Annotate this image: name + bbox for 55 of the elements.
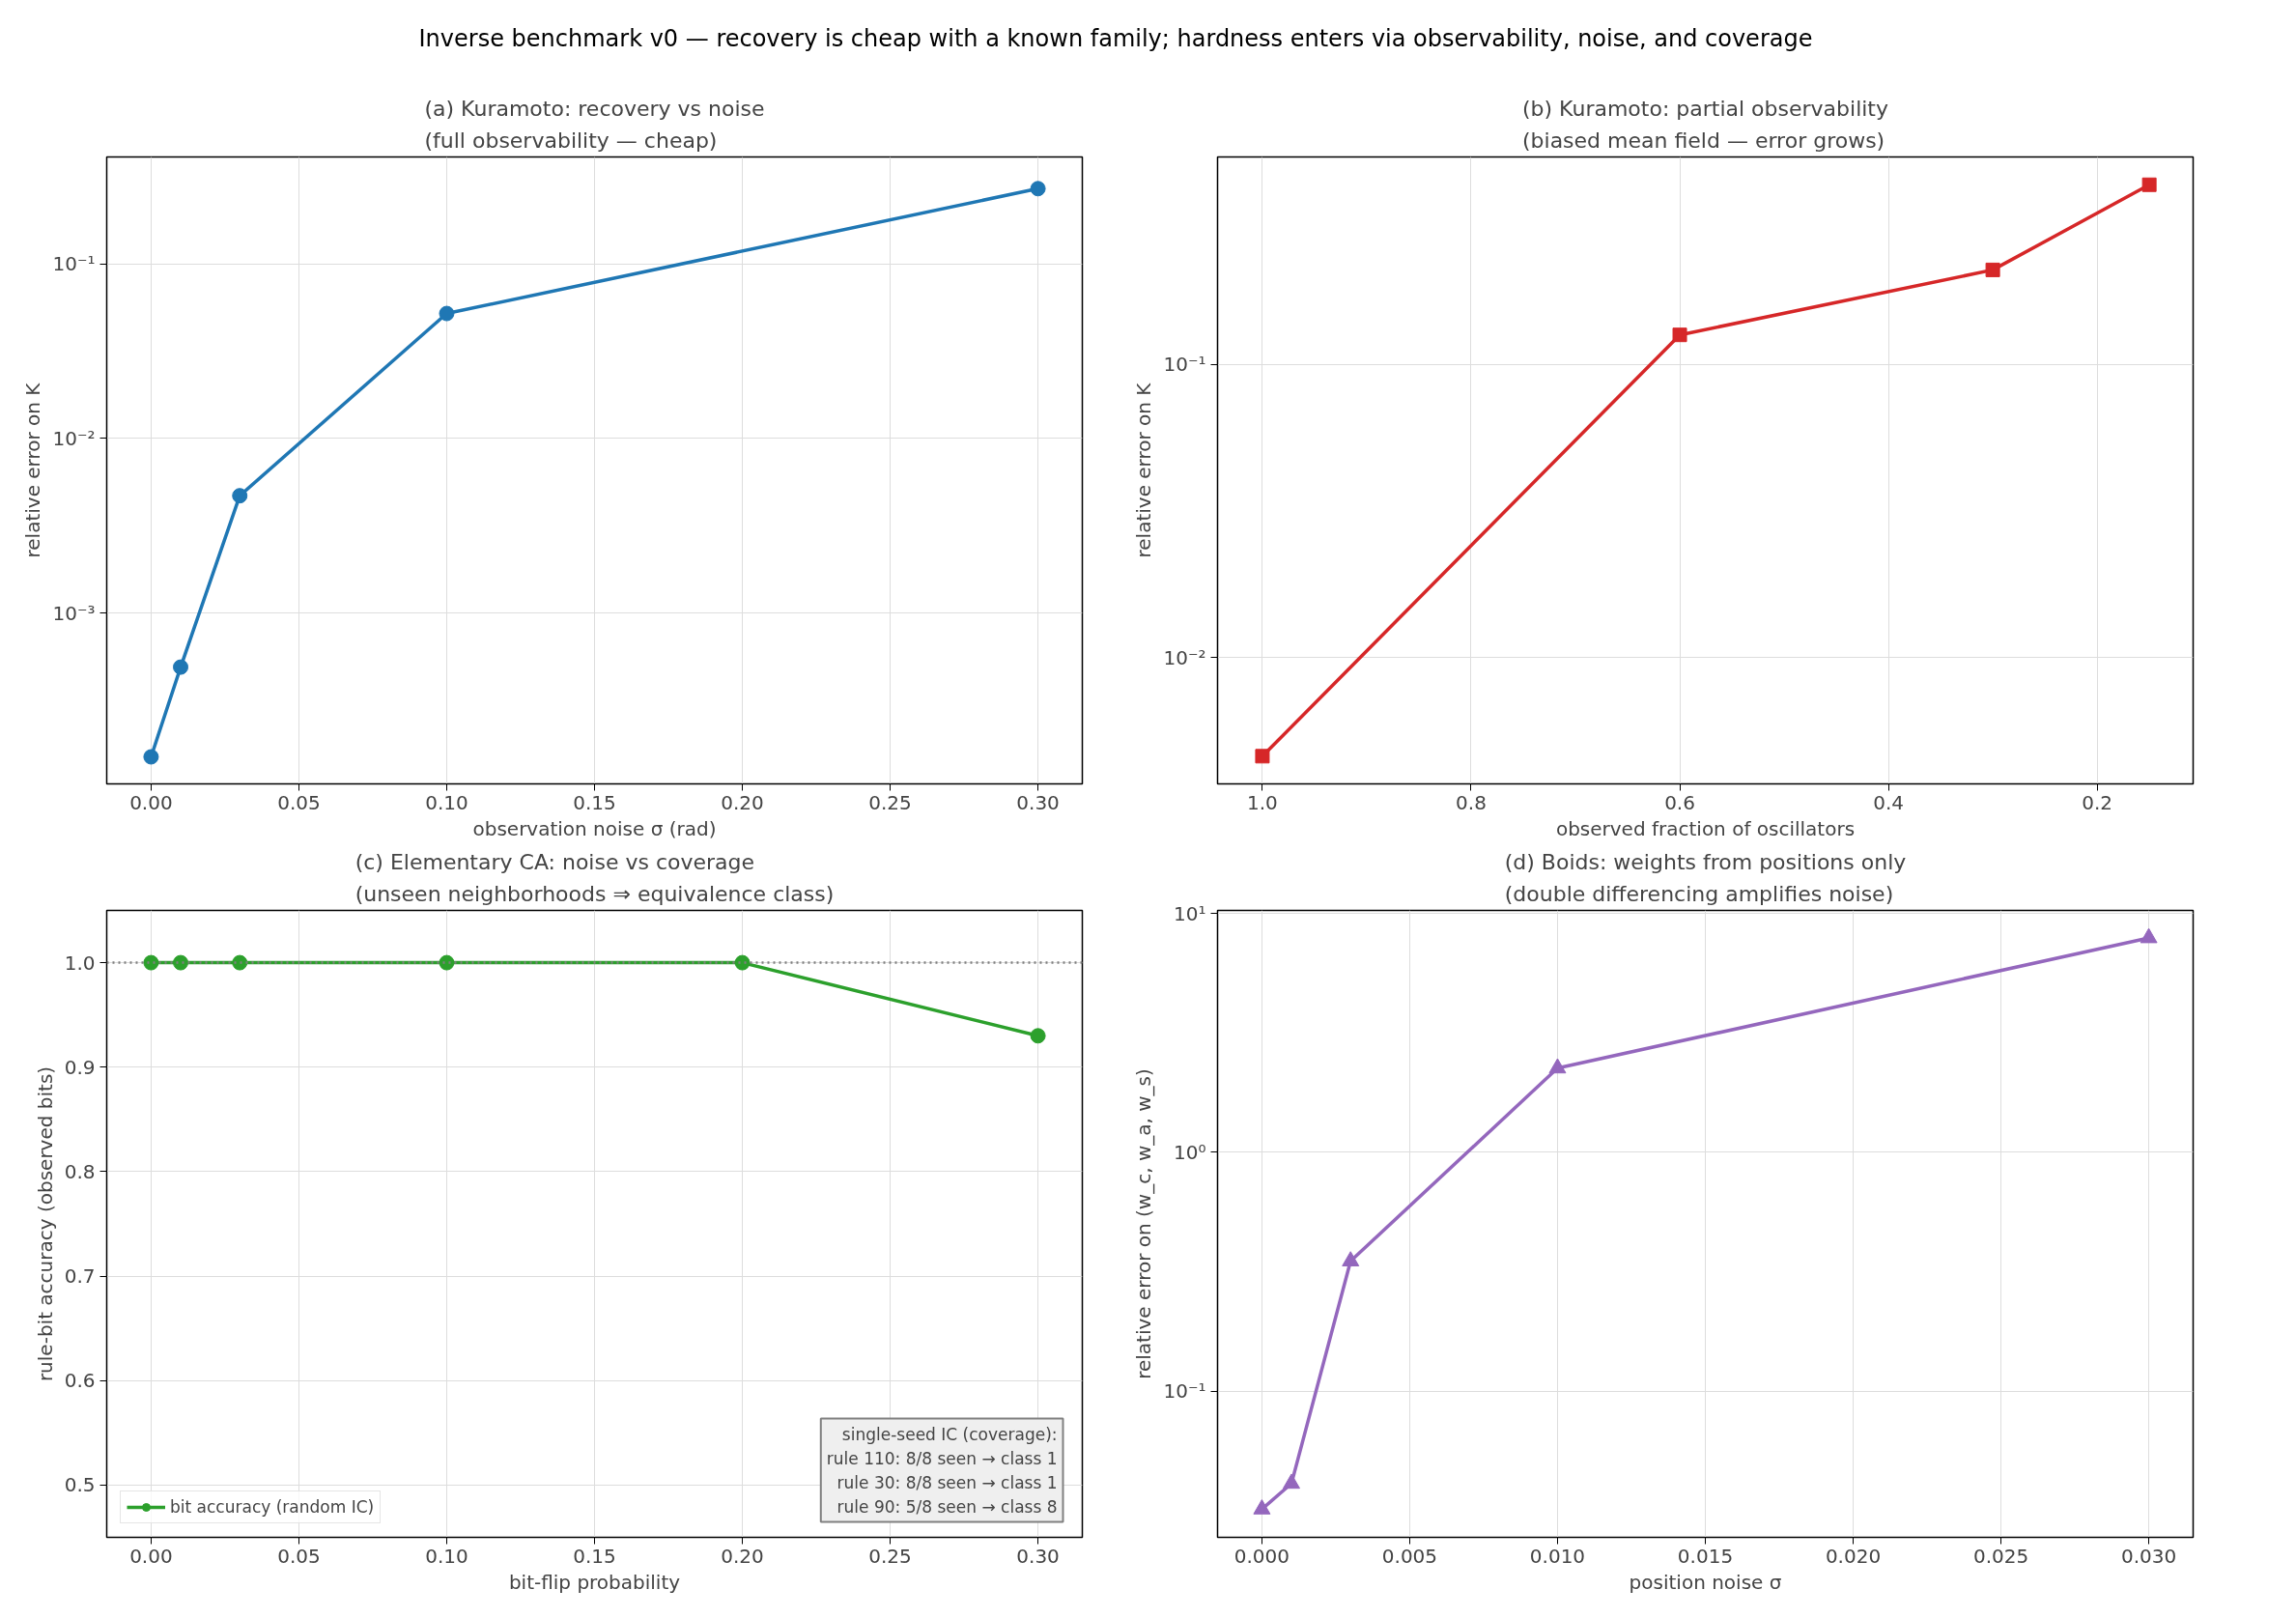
y-tick-label: 10⁻¹ [52,252,96,276]
x-axis-title: bit-flip probability [508,1570,681,1594]
x-tick-label: 0.030 [2120,1544,2177,1568]
x-tick-label: 0.005 [1381,1544,1438,1568]
x-tick-label: 0.15 [573,790,616,814]
x-axis-title: observation noise σ (rad) [472,816,717,840]
y-tick-label: 10⁰ [1174,1141,1206,1165]
y-tick-label: 0.7 [64,1264,96,1289]
x-tick-label: 0.000 [1233,1544,1290,1568]
x-tick-label: 0.8 [1456,790,1487,814]
x-tick-label: 0.20 [721,790,764,814]
x-tick-label: 0.4 [1873,790,1904,814]
x-tick-label: 0.010 [1529,1544,1586,1568]
y-tick-label: 0.9 [64,1056,96,1080]
x-axis-title: observed fraction of oscillators [1555,816,1856,840]
x-tick-label: 0.10 [425,1544,468,1568]
x-tick-label: 0.05 [277,790,321,814]
y-axis-title: relative error on (w_c, w_a, w_s) [1132,1068,1156,1380]
x-tick-label: 0.25 [868,790,912,814]
x-tick-label: 0.6 [1664,790,1695,814]
y-tick-label: 10⁻² [52,427,96,451]
y-tick-label: 10⁻² [1163,645,1206,669]
x-tick-label: 0.20 [721,1544,764,1568]
y-tick-label: 0.5 [64,1473,96,1497]
y-tick-label: 1.0 [64,951,96,975]
y-axis-title: relative error on K [21,382,45,558]
x-tick-label: 0.05 [277,1544,321,1568]
y-axis-title: relative error on K [1132,382,1156,558]
chart-title: (a) Kuramoto: recovery vs noise (full observability — cheap) [424,97,765,153]
legend-label: bit accuracy (random IC) [170,1497,375,1518]
y-tick-label: 0.6 [64,1369,96,1393]
x-tick-label: 1.0 [1247,790,1278,814]
x-tick-label: 0.25 [868,1544,912,1568]
x-tick-label: 0.15 [573,1544,616,1568]
annotation: single-seed IC (coverage): rule 110: 8/8 seen → class 1 rule 30: 8/8 seen → class 1 rule 90: 5/8 seen → class 8 [826,1424,1058,1517]
x-axis-title: position noise σ [1629,1570,1782,1594]
y-axis-title: rule-bit accuracy (observed bits) [33,1066,57,1382]
y-tick-label: 0.8 [64,1160,96,1184]
chart-title: (c) Elementary CA: noise vs coverage (unseen neighborhoods ⇒ equivalence class) [354,850,835,906]
x-tick-label: 0.00 [129,790,173,814]
y-tick-label: 10⁻³ [52,601,96,625]
x-tick-label: 0.00 [129,1544,173,1568]
chart-title: (b) Kuramoto: partial observability (biased mean field — error grows) [1521,97,1889,153]
x-tick-label: 0.10 [425,790,468,814]
x-tick-label: 0.020 [1825,1544,1882,1568]
x-tick-label: 0.30 [1016,790,1060,814]
text: Inverse benchmark v0 — recovery is cheap with a known family; hardness enters via observability, noise, and coverage [418,24,1813,54]
y-tick-label: 10⁻¹ [1163,1379,1206,1404]
x-tick-label: 0.30 [1016,1544,1060,1568]
y-tick-label: 10⁻¹ [1163,353,1206,377]
x-tick-label: 0.2 [2082,790,2113,814]
x-tick-label: 0.025 [1972,1544,2029,1568]
x-tick-label: 0.015 [1677,1544,1734,1568]
y-tick-label: 10¹ [1174,901,1206,925]
chart-title: (d) Boids: weights from positions only (double differencing amplifies noise) [1504,850,1907,906]
